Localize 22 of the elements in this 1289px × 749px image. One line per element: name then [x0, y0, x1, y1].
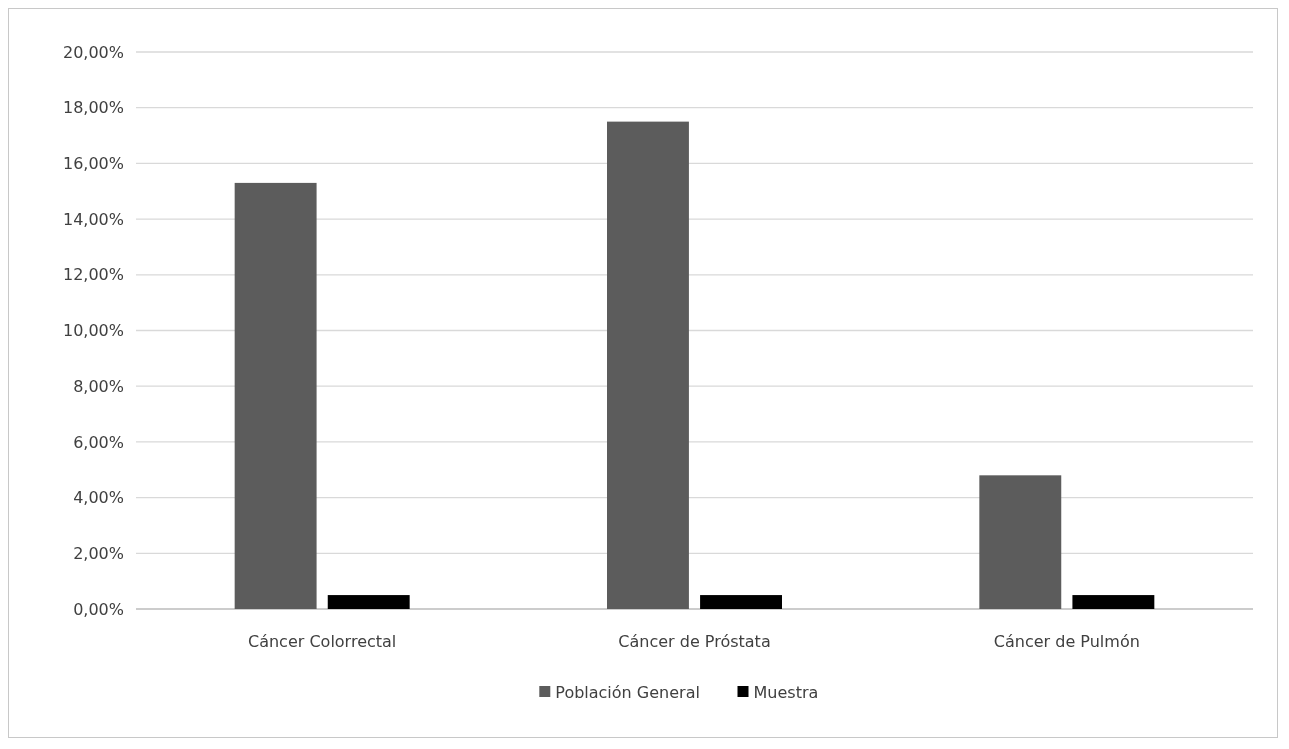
bar — [700, 595, 782, 609]
x-tick-label: Cáncer de Pulmón — [993, 632, 1140, 651]
bar — [327, 595, 410, 609]
y-tick-label: 16,00% — [62, 154, 124, 173]
y-tick-label: 8,00% — [73, 376, 124, 396]
bar — [234, 182, 317, 609]
y-tick-label: 18,00% — [62, 98, 124, 118]
bar — [979, 475, 1062, 609]
legend-label: Población General — [555, 682, 700, 702]
y-tick-label: 0,00% — [73, 599, 124, 619]
y-tick-label: 20,00% — [62, 42, 124, 62]
x-tick-label: Cáncer Colorrectal — [248, 632, 397, 651]
y-tick-label: 4,00% — [73, 488, 124, 508]
y-tick-label: 12,00% — [62, 265, 124, 285]
x-tick-label: Cáncer de Próstata — [618, 632, 771, 651]
y-tick-label: 2,00% — [73, 543, 124, 563]
y-tick-label: 6,00% — [73, 432, 124, 452]
y-tick-label: 10,00% — [62, 321, 124, 341]
y-tick-label: 14,00% — [62, 209, 124, 229]
legend-label: Muestra — [753, 682, 819, 702]
bar — [1072, 595, 1155, 609]
bar — [607, 121, 689, 609]
